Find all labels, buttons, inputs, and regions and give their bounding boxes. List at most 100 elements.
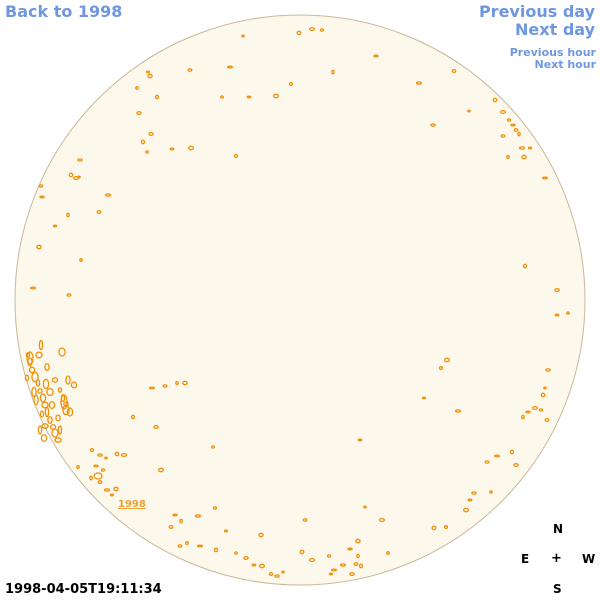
active-region-contours [24,26,570,578]
region-contour-100 [363,505,367,509]
region-contour-18 [288,81,294,87]
region-contour-7 [415,81,423,85]
region-contour-115 [234,551,238,555]
limb-region-contour-19 [46,387,54,397]
limb-region-contour-32 [24,374,30,382]
limb-region-contour-30 [51,377,59,383]
region-contour-51 [66,293,72,297]
region-contour-42 [72,175,80,181]
region-contour-8 [145,70,151,74]
region-contour-48 [52,224,58,228]
region-contour-2 [308,26,316,32]
limb-region-contour-2 [28,366,36,374]
previous-day-link[interactable]: Previous day [478,2,595,21]
region-year-label[interactable]: 1998 [118,499,146,510]
region-contour-5 [331,69,335,75]
region-contour-26 [513,127,519,133]
region-contour-70 [175,380,179,386]
region-contour-93 [509,449,515,455]
region-contour-63 [538,408,544,412]
next-day-link[interactable]: Next day [515,20,595,39]
region-contour-66 [544,417,550,423]
limb-region-contour-9 [47,415,53,425]
large-region-contour-1 [26,351,34,365]
region-contour-0 [241,34,245,38]
region-contour-101 [431,525,437,531]
limb-region-contour-5 [37,388,43,394]
region-contour-114 [243,555,249,561]
limb-region-contour-3 [31,371,39,383]
limb-region-contour-31 [58,347,66,357]
region-contour-75 [211,445,215,449]
region-contour-92 [493,454,501,458]
limb-region-contour-16 [57,425,63,435]
region-contour-79 [97,453,103,457]
previous-hour-link[interactable]: Previous hour [509,46,596,59]
region-contour-49 [36,244,42,250]
region-contour-6 [451,68,457,74]
back-to-year-link[interactable]: Back to 1998 [5,2,123,21]
region-contour-120 [281,570,285,574]
limb-region-contour-35 [54,437,62,443]
region-contour-117 [258,563,266,569]
region-contour-74 [153,424,159,430]
region-contour-87 [103,488,111,492]
region-contour-84 [93,464,99,468]
region-contour-106 [168,524,174,530]
region-contour-50 [79,257,83,263]
limb-region-contour-17 [55,414,61,422]
region-contour-107 [194,514,202,518]
compass-center-icon: + [551,551,562,566]
limb-region-contour-11 [51,428,59,438]
region-contour-20 [467,109,471,113]
region-contour-124 [347,547,353,551]
region-contour-78 [89,447,95,453]
region-contour-103 [212,506,218,510]
limb-region-contour-21 [65,375,71,385]
region-contour-97 [462,507,470,513]
region-contour-113 [213,547,219,553]
region-contour-22 [499,109,507,115]
region-contour-80 [104,456,108,460]
region-contour-85 [89,475,93,481]
region-contour-98 [443,524,449,530]
region-contour-14 [136,110,142,116]
limb-region-contour-15 [41,423,49,429]
region-contour-23 [506,118,512,122]
region-contour-35 [145,150,149,154]
compass-east-label: E [521,552,530,566]
region-contour-37 [187,145,195,151]
region-contour-58 [438,365,444,371]
region-contour-126 [353,561,359,567]
region-contour-116 [251,563,257,567]
region-contour-1 [296,30,302,36]
region-contour-86 [97,479,103,485]
region-contour-133 [358,563,364,569]
region-contour-13 [154,94,160,100]
region-contour-128 [328,572,334,576]
region-contour-28 [527,146,533,150]
next-hour-link[interactable]: Next hour [534,58,597,71]
region-contour-131 [302,518,308,522]
region-contour-72 [148,386,156,390]
region-contour-110 [185,540,189,546]
region-contour-67 [454,409,462,413]
region-contour-10 [135,85,139,91]
region-contour-60 [543,386,547,390]
region-contour-9 [147,73,153,79]
region-contour-21 [492,97,498,103]
region-contour-36 [169,147,175,151]
region-contour-31 [500,134,506,138]
region-contour-45 [66,212,70,218]
region-contour-11 [187,68,193,72]
region-contour-118 [268,571,274,577]
region-contour-32 [541,176,549,180]
limb-region-contour-36 [37,425,43,435]
region-contour-34 [148,131,154,137]
region-contour-38 [233,153,239,159]
observation-timestamp: 1998-04-05T19:11:34 [5,582,162,597]
region-contour-16 [246,95,252,99]
region-contour-121 [299,549,305,555]
